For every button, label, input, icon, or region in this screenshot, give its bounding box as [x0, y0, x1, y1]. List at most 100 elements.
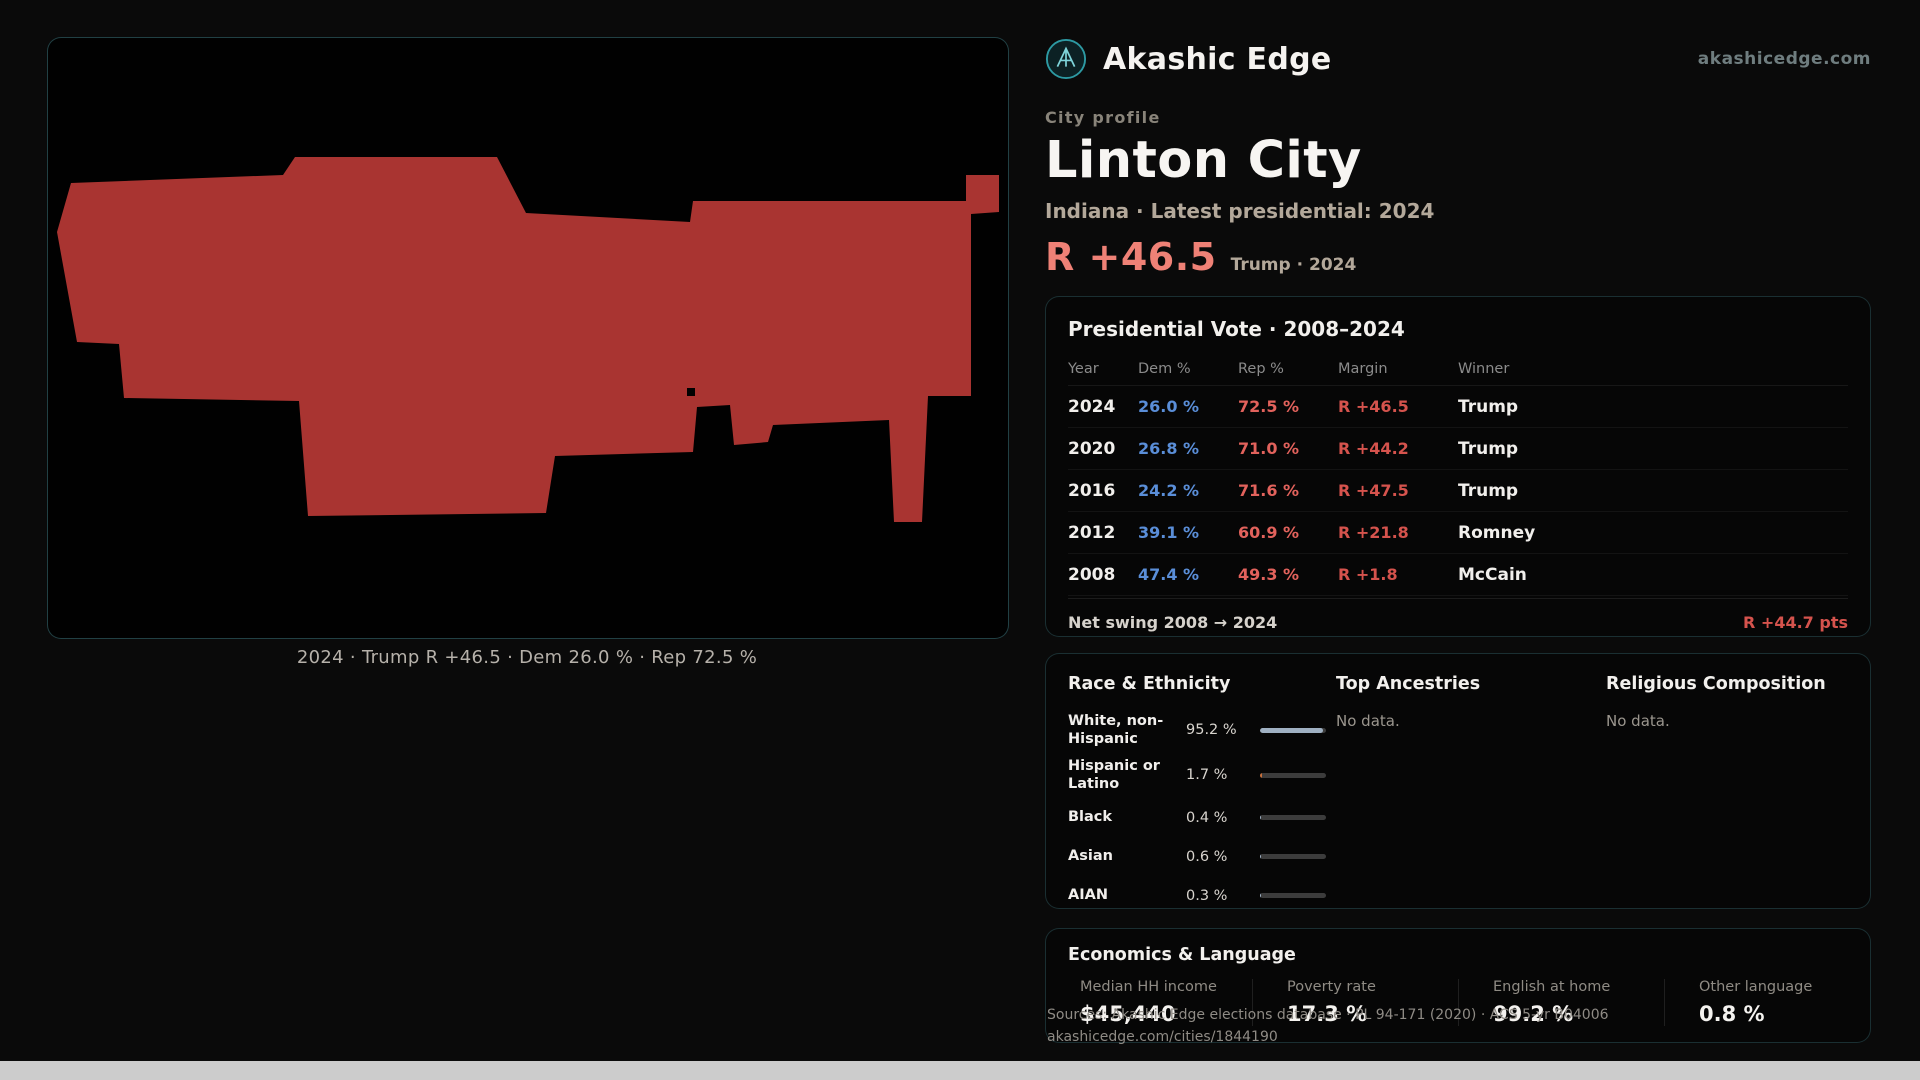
ancestries-empty-state: No data.	[1336, 712, 1400, 730]
ancestries-section: Top Ancestries No data.	[1336, 674, 1606, 908]
presidential-card-title: Presidential Vote · 2008–2024	[1068, 317, 1405, 341]
race-bar-fill	[1260, 727, 1323, 733]
ancestries-section-title: Top Ancestries	[1336, 674, 1481, 694]
rep-cell: 72.5 %	[1238, 397, 1300, 416]
stat-value: $45,440	[1080, 1002, 1176, 1026]
col-winner: Winner	[1458, 361, 1510, 377]
economics-stats-grid: Median HH income $45,440 Poverty rate 17…	[1046, 979, 1870, 1026]
race-bar-fill	[1260, 772, 1262, 778]
economics-card-title: Economics & Language	[1068, 945, 1296, 965]
year-cell: 2016	[1068, 480, 1116, 501]
col-margin: Margin	[1338, 361, 1388, 377]
akashic-edge-logo-icon	[1045, 38, 1087, 80]
dem-cell: 39.1 %	[1138, 523, 1200, 542]
race-label: Black	[1068, 809, 1113, 826]
dem-cell: 24.2 %	[1138, 481, 1200, 500]
race-row: Asian 0.6 %	[1068, 842, 1336, 872]
table-header-row: Year Dem % Rep % Margin Winner	[1068, 353, 1848, 386]
margin-context: Trump · 2024	[1230, 255, 1357, 276]
rep-cell: 71.0 %	[1238, 439, 1300, 458]
race-value: 0.3 %	[1186, 887, 1228, 904]
winner-cell: McCain	[1458, 564, 1527, 585]
col-rep: Rep %	[1238, 361, 1284, 377]
race-value: 95.2 %	[1186, 722, 1237, 739]
demographics-grid: Race & Ethnicity White, non-Hispanic 95.…	[1068, 674, 1848, 909]
state-subtitle: Indiana · Latest presidential: 2024	[1045, 199, 1435, 224]
year-cell: 2012	[1068, 522, 1116, 543]
eyebrow-label: City profile	[1045, 108, 1161, 127]
stat-poverty-rate: Poverty rate 17.3 %	[1252, 979, 1458, 1026]
race-label: Asian	[1068, 848, 1113, 865]
race-bar	[1260, 815, 1326, 820]
net-swing-value: R +44.7 pts	[1743, 613, 1848, 632]
dem-cell: 47.4 %	[1138, 565, 1200, 584]
sources-footer: Sources: Akashic Edge elections database…	[1047, 1004, 1609, 1048]
race-value: 0.4 %	[1186, 809, 1228, 826]
stat-value: 17.3 %	[1287, 1002, 1368, 1026]
year-cell: 2008	[1068, 564, 1116, 585]
race-row: AIAN 0.3 %	[1068, 881, 1336, 909]
race-value: 0.6 %	[1186, 848, 1228, 865]
year-cell: 2024	[1068, 396, 1116, 417]
map-enclave-hole	[687, 388, 695, 396]
brand-row: Akashic Edge akashicedge.com	[1045, 38, 1871, 80]
table-row: 2012 39.1 % 60.9 % R +21.8 Romney	[1068, 512, 1848, 554]
profile-header: Akashic Edge akashicedge.com City profil…	[1045, 38, 1871, 279]
winner-cell: Romney	[1458, 522, 1536, 543]
sources-line: Sources: Akashic Edge elections database…	[1047, 1007, 1609, 1023]
margin-cell: R +44.2	[1338, 439, 1409, 458]
map-caption: 2024 · Trump R +46.5 · Dem 26.0 % · Rep …	[296, 647, 758, 668]
bottom-strip	[0, 1061, 1920, 1080]
stat-value: 0.8 %	[1699, 1002, 1765, 1026]
margin-cell: R +47.5	[1338, 481, 1409, 500]
page-title: Linton City	[1045, 131, 1362, 190]
economics-card: Economics & Language Median HH income $4…	[1045, 928, 1871, 1043]
stat-english-at-home: English at home 99.2 %	[1458, 979, 1664, 1026]
race-bar	[1260, 893, 1326, 898]
city-map-panel	[47, 37, 1009, 639]
stat-label: English at home	[1493, 979, 1611, 995]
net-swing-row: Net swing 2008 → 2024 R +44.7 pts	[1068, 598, 1848, 632]
dem-cell: 26.8 %	[1138, 439, 1200, 458]
dem-cell: 26.0 %	[1138, 397, 1200, 416]
race-row: White, non-Hispanic 95.2 %	[1068, 712, 1336, 748]
margin-cell: R +1.8	[1338, 565, 1398, 584]
city-map	[57, 157, 999, 522]
race-bar	[1260, 727, 1326, 733]
religion-empty-state: No data.	[1606, 712, 1670, 730]
stat-value: 99.2 %	[1493, 1002, 1574, 1026]
website-link[interactable]: akashicedge.com	[1697, 49, 1871, 69]
margin-headline-row: R +46.5 Trump · 2024	[1045, 235, 1871, 279]
margin-cell: R +46.5	[1338, 397, 1409, 416]
year-cell: 2020	[1068, 438, 1116, 459]
race-ethnicity-section: Race & Ethnicity White, non-Hispanic 95.…	[1068, 674, 1336, 909]
stat-other-language: Other language 0.8 %	[1664, 979, 1870, 1026]
margin-cell: R +21.8	[1338, 523, 1409, 542]
religion-section: Religious Composition No data.	[1606, 674, 1848, 908]
stat-label: Other language	[1699, 979, 1813, 995]
stat-label: Median HH income	[1080, 979, 1217, 995]
race-label: White, non-Hispanic	[1068, 713, 1164, 748]
permalink-line[interactable]: akashicedge.com/cities/1844190	[1047, 1029, 1278, 1045]
winner-cell: Trump	[1458, 480, 1519, 501]
winner-cell: Trump	[1458, 438, 1519, 459]
col-dem: Dem %	[1138, 361, 1191, 377]
rep-cell: 71.6 %	[1238, 481, 1300, 500]
race-row: Black 0.4 %	[1068, 803, 1336, 833]
brand-name: Akashic Edge	[1103, 41, 1332, 77]
table-row: 2008 47.4 % 49.3 % R +1.8 McCain	[1068, 554, 1848, 596]
race-row: Hispanic or Latino 1.7 %	[1068, 757, 1336, 793]
table-row: 2020 26.8 % 71.0 % R +44.2 Trump	[1068, 428, 1848, 470]
rep-cell: 60.9 %	[1238, 523, 1300, 542]
demographics-card: Race & Ethnicity White, non-Hispanic 95.…	[1045, 653, 1871, 909]
stat-label: Poverty rate	[1287, 979, 1376, 995]
table-row: 2024 26.0 % 72.5 % R +46.5 Trump	[1068, 386, 1848, 428]
col-year: Year	[1068, 361, 1099, 377]
city-shape	[57, 157, 999, 522]
race-section-title: Race & Ethnicity	[1068, 674, 1231, 694]
race-bar	[1260, 854, 1326, 859]
race-label: AIAN	[1068, 887, 1108, 904]
net-swing-label: Net swing 2008 → 2024	[1068, 613, 1278, 632]
religion-section-title: Religious Composition	[1606, 674, 1826, 694]
